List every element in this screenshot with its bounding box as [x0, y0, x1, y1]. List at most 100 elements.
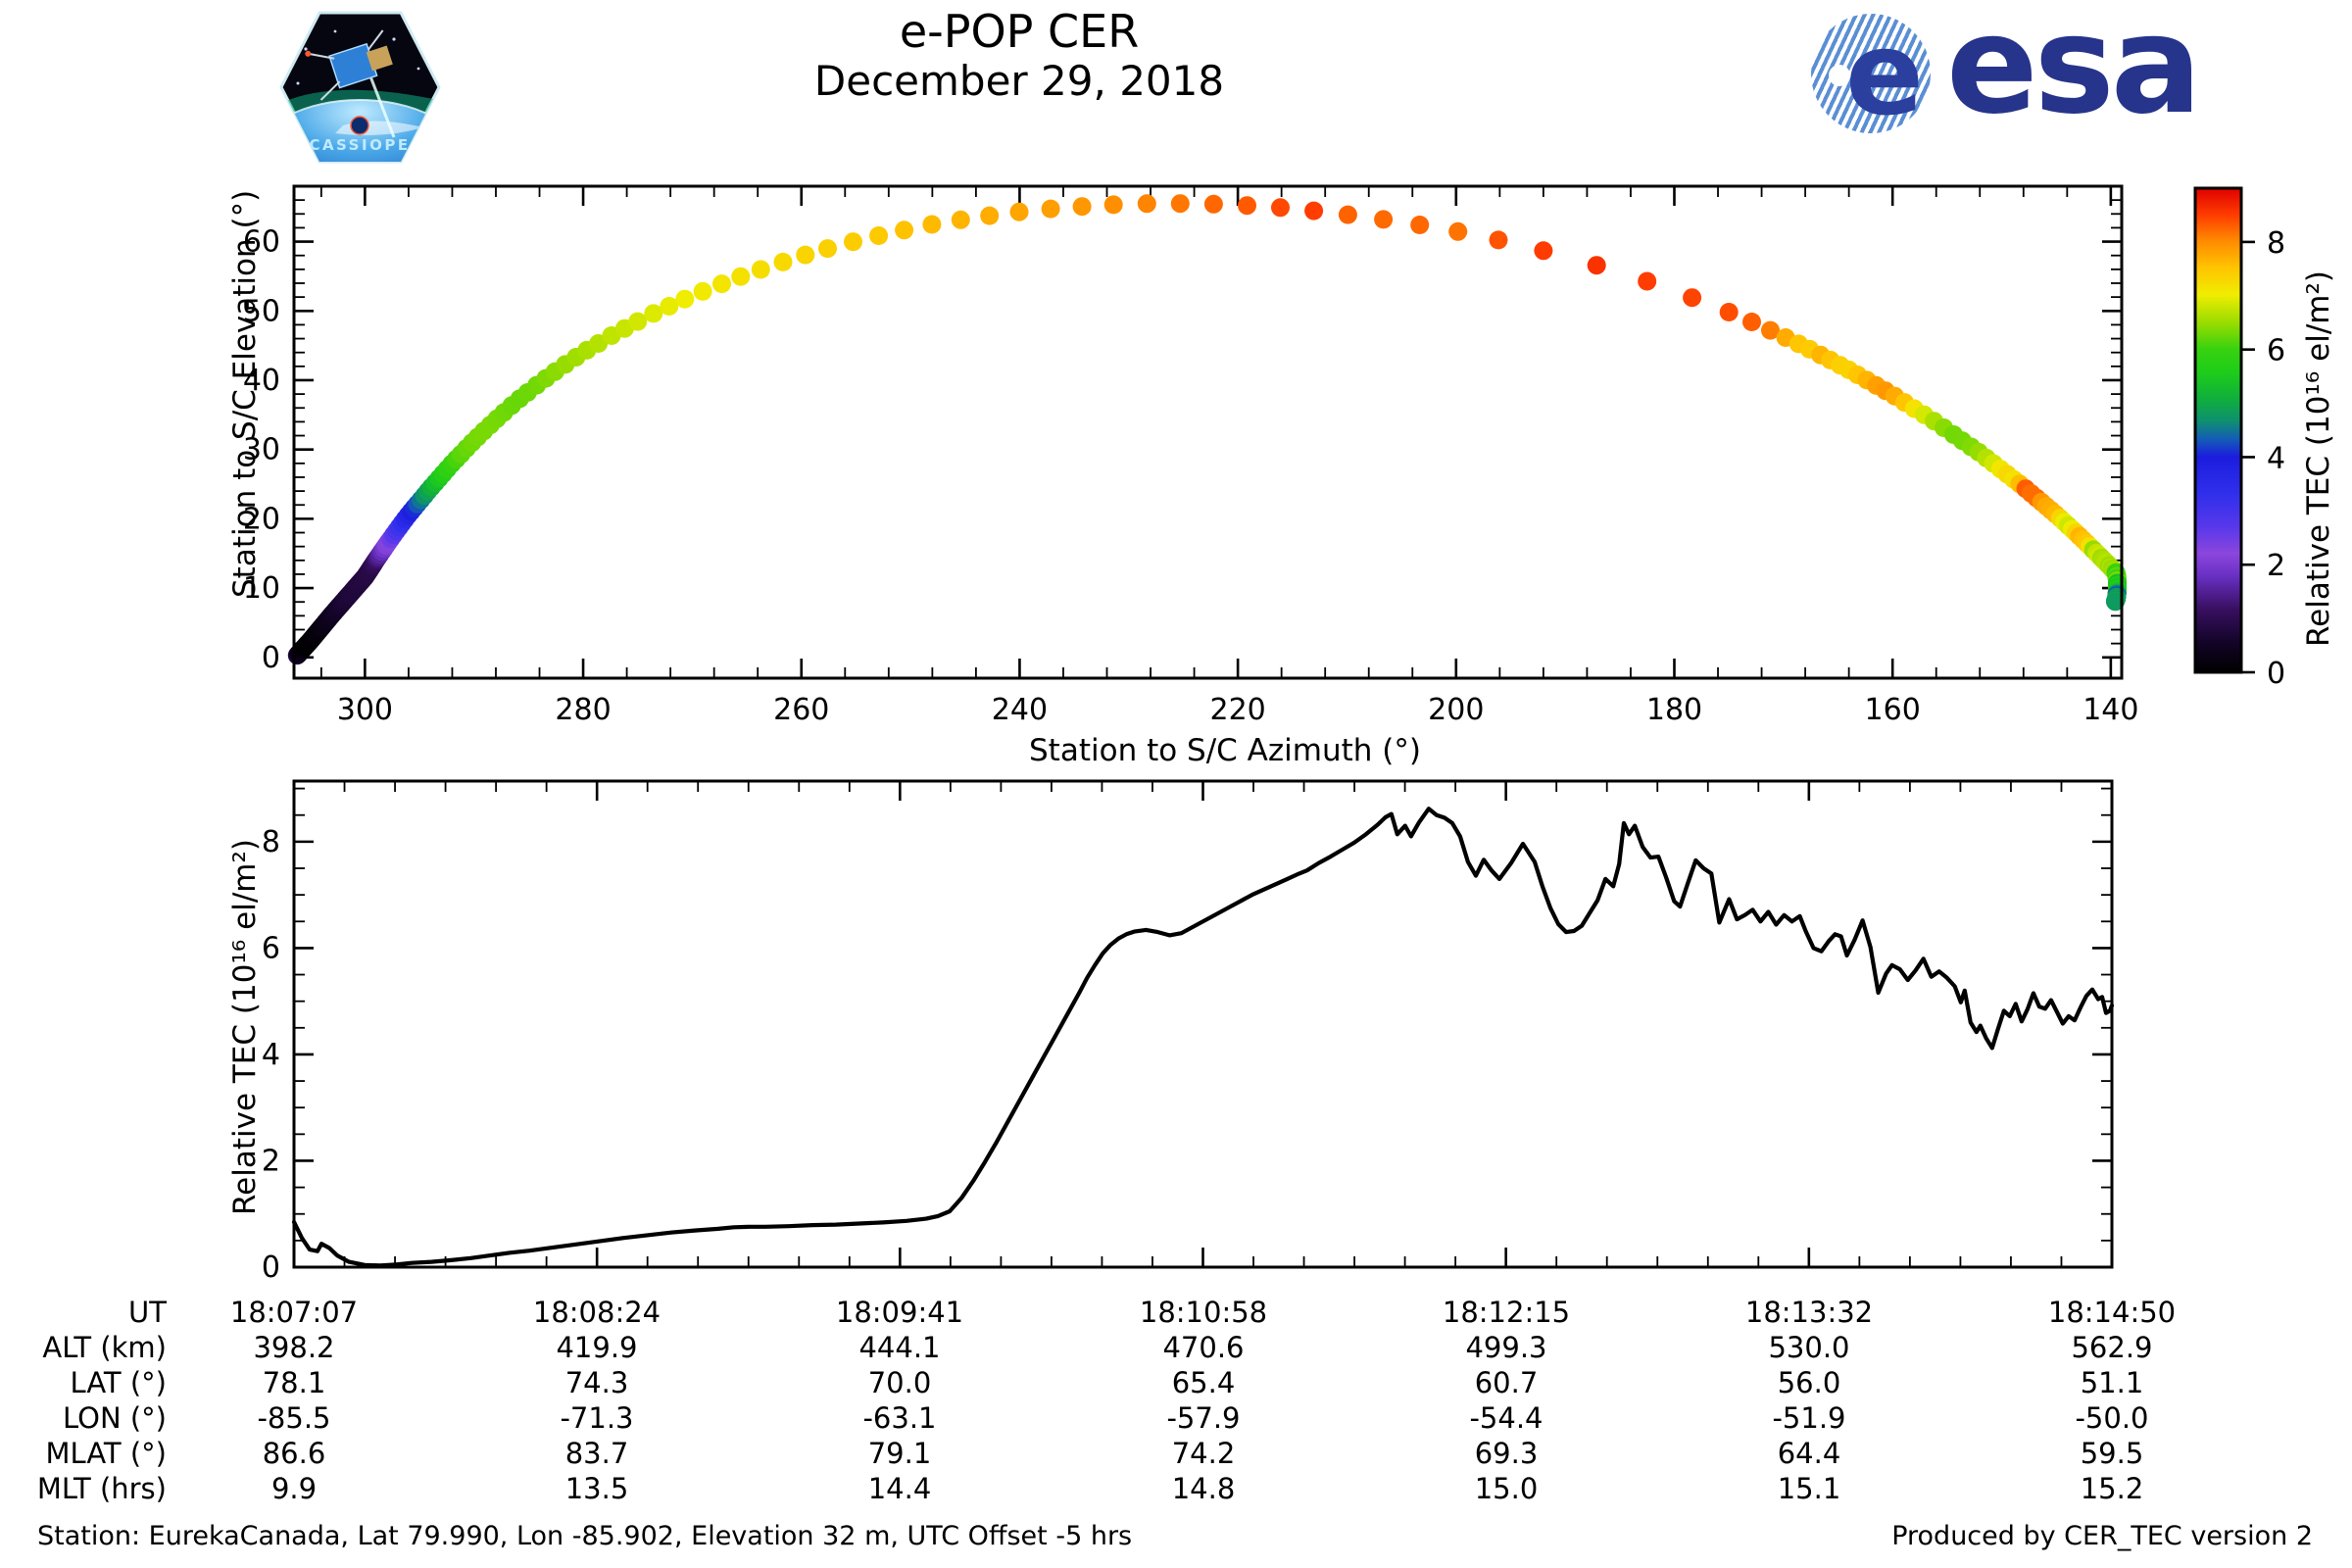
table-cell: -57.9: [1166, 1401, 1241, 1435]
tick-label: 0: [2267, 657, 2285, 691]
table-cell: 18:10:58: [1139, 1296, 1268, 1329]
esa-logo: e esa: [1811, 0, 2340, 144]
produced-by: Produced by CER_TEC version 2: [1891, 1521, 2313, 1551]
tick-label: 60: [243, 225, 280, 260]
table-row-label: LAT (°): [70, 1366, 167, 1399]
radar-beam: [368, 75, 396, 138]
tick-label: 240: [992, 693, 1048, 727]
tick-label: 140: [2082, 693, 2138, 727]
table-cell: 530.0: [1768, 1331, 1850, 1364]
table-cell: -63.1: [862, 1401, 937, 1435]
satellite-pass-dots: [287, 194, 2127, 665]
esa-wordmark: esa: [1946, 0, 2202, 144]
tick-label: 200: [1428, 693, 1484, 727]
tick-label: 0: [262, 641, 280, 675]
table-cell: -50.0: [2075, 1401, 2149, 1435]
tick-label: 40: [243, 364, 280, 398]
table-cell: 74.3: [564, 1366, 629, 1399]
tick-label: 280: [555, 693, 611, 727]
esa-globe-dot: [1829, 65, 1850, 86]
table-cell: 18:13:32: [1744, 1296, 1874, 1329]
table-row-label: MLT (hrs): [36, 1472, 167, 1505]
table-cell: 78.1: [262, 1366, 326, 1399]
tick-label: 300: [337, 693, 393, 727]
table-cell: 419.9: [556, 1331, 638, 1364]
table-row-label: LON (°): [63, 1401, 167, 1435]
cassiope-logo-art: CASSIOPE: [279, 11, 441, 164]
table-cell: 60.7: [1474, 1366, 1539, 1399]
figure-title: e-POP CER: [899, 5, 1140, 58]
table-cell: 14.8: [1171, 1472, 1236, 1505]
tick-label: 10: [243, 571, 280, 606]
table-cell: 562.9: [2071, 1331, 2153, 1364]
colorbar: [2195, 188, 2241, 672]
table-cell: 499.3: [1465, 1331, 1547, 1364]
bottom-plot-ylabel: Relative TEC (10¹⁶ el/m²): [227, 839, 263, 1215]
station-info: Station: EurekaCanada, Lat 79.990, Lon -…: [37, 1521, 1133, 1551]
table-cell: 18:12:15: [1442, 1296, 1571, 1329]
table-cell: 83.7: [564, 1437, 629, 1470]
table-row-label: ALT (km): [42, 1331, 167, 1364]
tick-label: 50: [243, 294, 280, 328]
tick-label: 8: [2267, 226, 2285, 261]
table-cell: 56.0: [1777, 1366, 1841, 1399]
table-cell: 18:08:24: [532, 1296, 662, 1329]
table-cell: 470.6: [1162, 1331, 1245, 1364]
tick-label: 160: [1865, 693, 1921, 727]
table-cell: 18:14:50: [2047, 1296, 2177, 1329]
table-cell: -85.5: [257, 1401, 331, 1435]
table-cell: 18:09:41: [835, 1296, 964, 1329]
table-cell: -71.3: [560, 1401, 634, 1435]
table-cell: 86.6: [262, 1437, 326, 1470]
tick-label: 2: [262, 1144, 280, 1178]
table-cell: 64.4: [1777, 1437, 1841, 1470]
tick-label: 6: [2267, 334, 2285, 368]
tick-label: 20: [243, 502, 280, 536]
top-plot-frame: [292, 184, 2124, 680]
colorbar-label: Relative TEC (10¹⁶ el/m²): [2301, 270, 2336, 647]
bottom-plot-frame: [292, 779, 2114, 1269]
tick-label: 0: [262, 1250, 280, 1285]
tick-label: 260: [773, 693, 829, 727]
table-cell: 65.4: [1171, 1366, 1236, 1399]
satellite: [305, 29, 393, 101]
table-cell: 15.1: [1777, 1472, 1841, 1505]
tick-label: 6: [262, 931, 280, 965]
table-cell: 14.4: [867, 1472, 932, 1505]
table-cell: 70.0: [867, 1366, 932, 1399]
table-cell: -54.4: [1469, 1401, 1544, 1435]
table-row-label: MLAT (°): [45, 1437, 168, 1470]
tick-label: 2: [2267, 549, 2285, 583]
table-cell: 15.0: [1474, 1472, 1539, 1505]
table-cell: 13.5: [564, 1472, 629, 1505]
tick-label: 4: [262, 1038, 280, 1072]
table-cell: 9.9: [270, 1472, 318, 1505]
tick-label: 8: [262, 825, 280, 859]
top-plot-xlabel: Station to S/C Azimuth (°): [1029, 733, 1421, 768]
tick-label: 30: [243, 433, 280, 467]
esa-globe-e: e: [1844, 14, 1925, 133]
tick-label: 180: [1646, 693, 1702, 727]
table-cell: 79.1: [867, 1437, 932, 1470]
table-cell: 18:07:07: [229, 1296, 359, 1329]
csa-roundel: [350, 116, 369, 135]
table-cell: 59.5: [2080, 1437, 2144, 1470]
table-cell: -51.9: [1772, 1401, 1846, 1435]
tick-label: 4: [2267, 441, 2285, 475]
table-cell: 398.2: [253, 1331, 335, 1364]
table-cell: 69.3: [1474, 1437, 1539, 1470]
figure-title-block: e-POP CER December 29, 2018: [627, 6, 1411, 106]
cassiope-wordmark: CASSIOPE: [309, 136, 410, 154]
top-plot-ylabel: Station to S/C Elevation (°): [227, 189, 263, 598]
relative-tec-curve: [291, 807, 2115, 1268]
table-cell: 74.2: [1171, 1437, 1236, 1470]
esa-globe-icon: e: [1811, 14, 1931, 133]
table-cell: 51.1: [2080, 1366, 2144, 1399]
tick-label: 220: [1209, 693, 1265, 727]
table-cell: 444.1: [858, 1331, 941, 1364]
table-row-label: UT: [128, 1296, 167, 1329]
table-cell: 15.2: [2080, 1472, 2144, 1505]
figure-date: December 29, 2018: [813, 57, 1225, 105]
